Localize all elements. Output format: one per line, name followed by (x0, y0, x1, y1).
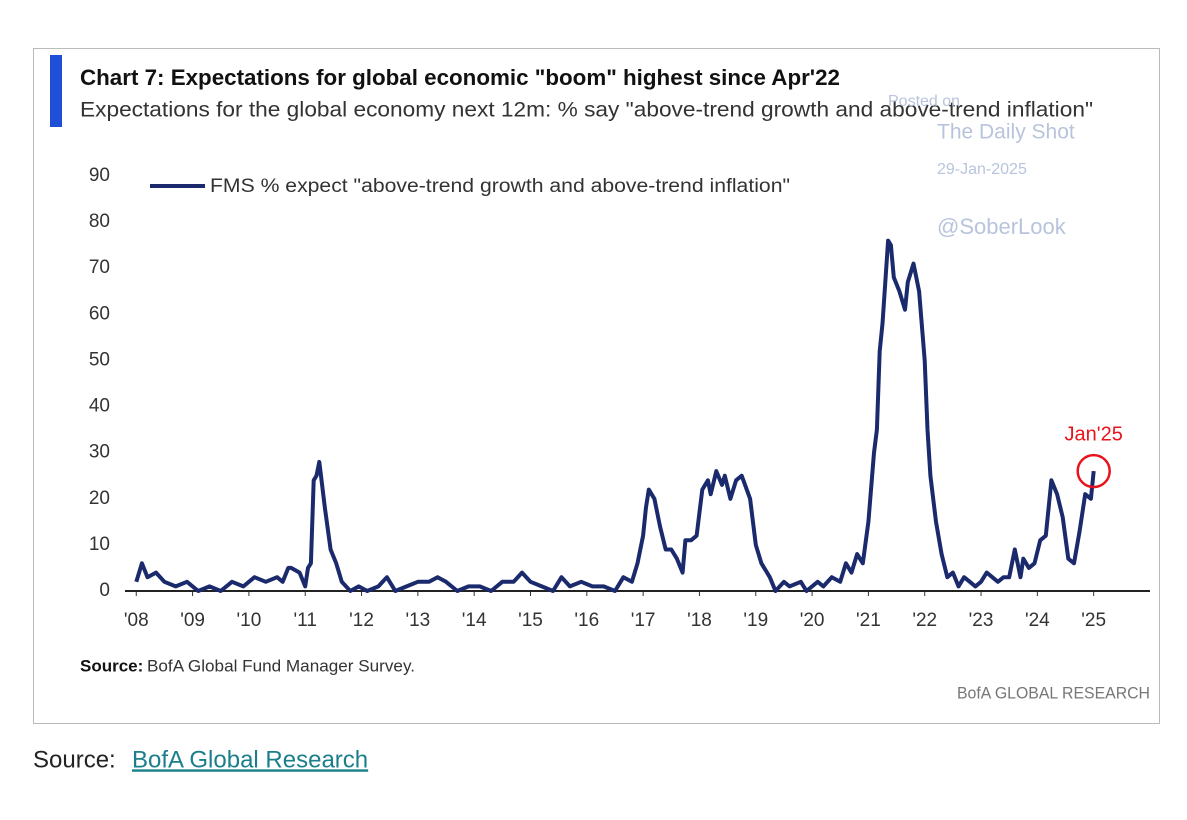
x-tick-label: '17 (631, 610, 656, 631)
x-tick-label: '24 (1025, 610, 1050, 631)
x-tick-label: '19 (743, 610, 768, 631)
caption-label: Source: (33, 746, 116, 773)
x-tick-label: '09 (180, 610, 205, 631)
y-tick-label: 40 (89, 396, 110, 417)
x-tick-label: '21 (856, 610, 881, 631)
x-tick-label: '12 (349, 610, 374, 631)
watermark: 29-Jan-2025 (937, 161, 1027, 178)
x-tick-label: '11 (294, 610, 317, 631)
chart-frame (33, 48, 1160, 724)
brand: BofA GLOBAL RESEARCH (957, 683, 1150, 702)
annotation: Jan'25 (1065, 423, 1123, 445)
y-tick-label: 70 (89, 257, 110, 278)
x-tick-label: '20 (800, 610, 825, 631)
x-tick-label: '22 (912, 610, 937, 631)
x-tick-label: '25 (1081, 610, 1106, 631)
x-tick-label: '23 (969, 610, 994, 631)
y-tick-label: 10 (89, 534, 110, 555)
title-bar (50, 55, 62, 127)
watermark: Posted on (888, 93, 960, 110)
watermark: The Daily Shot (937, 121, 1075, 144)
x-tick-label: '14 (462, 610, 487, 631)
y-tick-label: 60 (89, 303, 110, 324)
x-tick-label: '13 (405, 610, 430, 631)
y-tick-label: 20 (89, 488, 110, 509)
y-tick-label: 80 (89, 211, 110, 232)
source-text: BofA Global Fund Manager Survey. (147, 656, 415, 675)
source-label: Source: (80, 656, 143, 675)
x-tick-label: '18 (687, 610, 712, 631)
caption-link[interactable]: BofA Global Research (132, 746, 368, 773)
highlight-circle (1076, 453, 1111, 489)
x-tick-label: '08 (124, 610, 149, 631)
x-tick-label: '15 (518, 610, 543, 631)
legend-label: FMS % expect "above-trend growth and abo… (210, 176, 790, 197)
x-tick-label: '10 (237, 610, 262, 631)
chart-subtitle: Expectations for the global economy next… (80, 99, 1093, 122)
y-tick-label: 30 (89, 442, 110, 463)
y-tick-label: 0 (99, 580, 110, 601)
chart-title: Chart 7: Expectations for global economi… (80, 65, 840, 90)
y-tick-label: 50 (89, 349, 110, 370)
y-tick-label: 90 (89, 165, 110, 186)
series-line (134, 238, 1096, 593)
watermark: @SoberLook (937, 214, 1067, 239)
x-tick-label: '16 (574, 610, 599, 631)
